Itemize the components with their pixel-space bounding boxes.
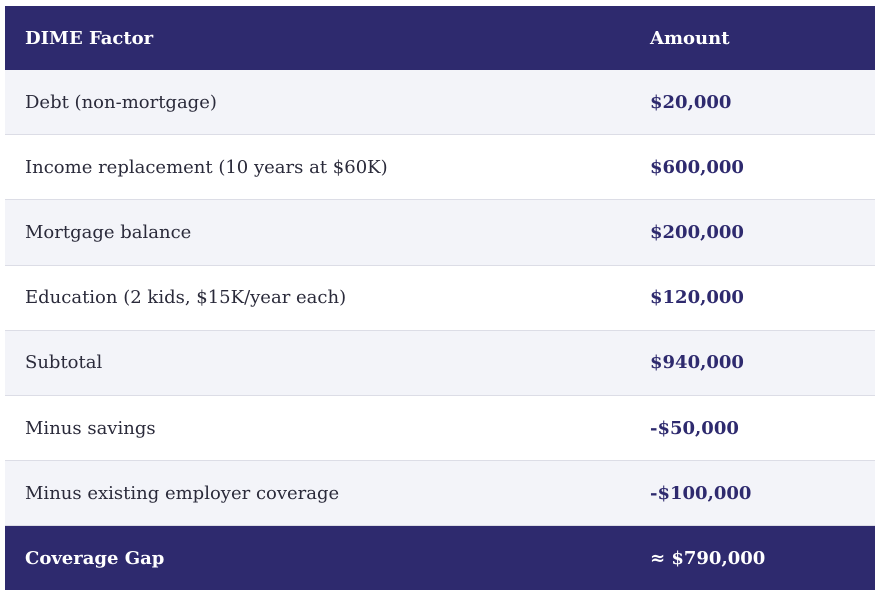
table-row: Income replacement (10 years at $60K) $6… [5,135,875,201]
table-row: Minus existing employer coverage -$100,0… [5,461,875,527]
table-row: Minus savings -$50,000 [5,395,875,462]
row-amount: -$50,000 [650,417,739,439]
row-factor: Income replacement (10 years at $60K) [25,156,388,178]
header-factor: DIME Factor [25,27,154,49]
row-amount: $20,000 [650,91,732,113]
dime-table: DIME Factor Amount Debt (non-mortgage) $… [5,6,875,591]
row-amount: -$100,000 [650,482,752,504]
table-header-row: DIME Factor Amount [5,6,875,70]
row-amount: $940,000 [650,352,744,374]
table-footer-row: Coverage Gap ≈ $790,000 [5,526,875,591]
row-amount: $200,000 [650,221,744,243]
row-factor: Subtotal [25,352,103,374]
row-amount: $600,000 [650,156,744,178]
footer-amount: ≈ $790,000 [650,547,766,569]
header-amount: Amount [650,27,730,49]
row-factor: Debt (non-mortgage) [25,91,217,113]
footer-factor: Coverage Gap [25,547,165,569]
table-row: Education (2 kids, $15K/year each) $120,… [5,265,875,331]
table-row: Mortgage balance $200,000 [5,200,875,266]
table-row: Subtotal $940,000 [5,330,875,396]
row-factor: Education (2 kids, $15K/year each) [25,287,347,309]
row-factor: Minus existing employer coverage [25,482,340,504]
row-factor: Minus savings [25,417,156,439]
row-amount: $120,000 [650,287,744,309]
table-row: Debt (non-mortgage) $20,000 [5,70,875,136]
row-factor: Mortgage balance [25,221,192,243]
